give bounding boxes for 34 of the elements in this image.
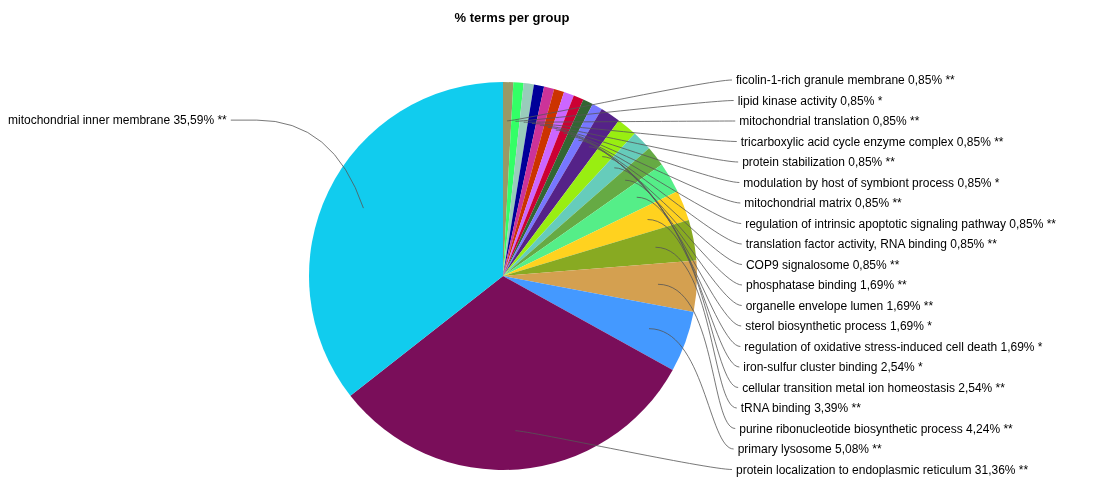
slice-label: protein localization to endoplasmic reticulum 31,36% ** (736, 462, 1029, 477)
slice-label: sterol biosynthetic process 1,69% * (745, 319, 933, 334)
slice-label: regulation of oxidative stress-induced cell death 1,69% * (744, 339, 1043, 354)
slice-label: mitochondrial matrix 0,85% ** (744, 196, 903, 211)
slice-label: regulation of intrinsic apoptotic signaling pathway 0,85% ** (745, 216, 1057, 231)
slice-label: tricarboxylic acid cycle enzyme complex 0,85% ** (740, 134, 1004, 149)
slice-label: cellular transition metal ion homeostasis 2,54% ** (742, 380, 1006, 395)
slice-label: translation factor activity, RNA binding 0,85% ** (745, 237, 998, 252)
pie-slice (503, 260, 697, 312)
chart-title: % terms per group (454, 10, 570, 25)
slice-label: mitochondrial inner membrane 35,59% ** (8, 113, 228, 128)
slice-label: purine ribonucleotide biosynthetic process 4,24% ** (739, 421, 1014, 436)
slice-label: ficolin-1-rich granule membrane 0,85% ** (736, 73, 956, 88)
slice-label: lipid kinase activity 0,85% * (737, 93, 883, 108)
pie-slice (503, 133, 650, 276)
slice-label: organelle envelope lumen 1,69% ** (745, 298, 934, 313)
pie-slice (503, 84, 545, 276)
pie-slice (503, 276, 694, 370)
slice-label: mitochondrial translation 0,85% ** (739, 114, 920, 129)
pie-slice (503, 164, 678, 276)
pie-slice (503, 83, 534, 276)
pie-slice (350, 276, 673, 470)
pie-slice (503, 109, 619, 276)
slice-label: primary lysosome 5,08% ** (737, 442, 883, 457)
slice-label: protein stabilization 0,85% ** (742, 155, 896, 170)
slice-label: COP9 signalosome 0,85% ** (745, 257, 900, 272)
slice-label: tRNA binding 3,39% ** (740, 401, 862, 416)
slice-label: iron-sulfur cluster binding 2,54% * (743, 360, 924, 375)
pie-slice (503, 220, 697, 276)
slice-label: modulation by host of symbiont process 0,85% * (743, 175, 1000, 190)
pie-slice (503, 148, 662, 276)
slice-label: phosphatase binding 1,69% ** (745, 278, 908, 293)
pie-slice (309, 82, 503, 396)
pie-slice (503, 191, 689, 276)
